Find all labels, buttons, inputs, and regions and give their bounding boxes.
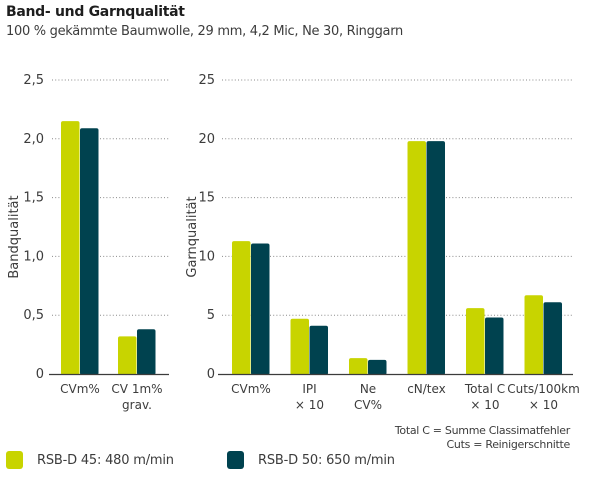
garn-y-axis-label: Garnqualität bbox=[185, 196, 200, 277]
garn-category-label: IPI bbox=[302, 382, 316, 396]
garn-category-label: cN/tex bbox=[407, 382, 446, 396]
garn-y-tick-label: 10 bbox=[198, 249, 215, 264]
garn-y-tick-label: 20 bbox=[198, 132, 215, 147]
band-category-label: CVm% bbox=[60, 382, 100, 396]
band-y-tick-label: 2,0 bbox=[23, 132, 44, 147]
garn-bar-rsb-d-45 bbox=[466, 308, 485, 375]
garn-bar-rsb-d-50 bbox=[368, 359, 387, 375]
band-category-label: CV 1m% bbox=[111, 382, 162, 396]
band-bar-rsb-d-50 bbox=[80, 128, 99, 375]
garn-bar-rsb-d-45 bbox=[407, 141, 426, 375]
note-cuts: Cuts = Reinigerschnitte bbox=[446, 438, 571, 451]
garn-bar-rsb-d-50 bbox=[485, 317, 504, 375]
garn-bar-rsb-d-50 bbox=[543, 302, 562, 375]
garn-category-label: Total C bbox=[464, 382, 505, 396]
band-y-tick-label: 0 bbox=[36, 367, 44, 382]
garn-category-label: Cuts/100km bbox=[507, 382, 580, 396]
band-y-tick-label: 2,5 bbox=[23, 73, 44, 88]
garn-y-tick-label: 15 bbox=[198, 191, 215, 206]
garn-category-label: CV% bbox=[354, 398, 382, 412]
band-y-tick-label: 1,0 bbox=[23, 249, 44, 264]
garn-y-tick-label: 0 bbox=[207, 367, 215, 382]
chart-canvas: 0 0,5 1,0 1,5 2,0 2,5 CVm% CV 1m% grav. Bandquali… bbox=[7, 73, 580, 412]
garn-bar-rsb-d-50 bbox=[309, 325, 328, 375]
band-y-tick-label: 0,5 bbox=[23, 308, 44, 323]
legend-label-rsb-d-45: RSB-D 45: 480 m/min bbox=[37, 452, 174, 468]
chart-subtitle: 100 % gekämmte Baumwolle, 29 mm, 4,2 Mic… bbox=[6, 24, 403, 39]
garn-bar-rsb-d-45 bbox=[290, 318, 309, 375]
band-bar-rsb-d-45 bbox=[118, 336, 137, 375]
legend-label-rsb-d-50: RSB-D 50: 650 m/min bbox=[258, 452, 395, 468]
garn-bar-rsb-d-50 bbox=[251, 243, 270, 375]
legend-item-rsb-d-45: RSB-D 45: 480 m/min bbox=[6, 451, 174, 469]
band-bar-rsb-d-50 bbox=[137, 329, 156, 375]
garn-bar-rsb-d-45 bbox=[524, 295, 543, 375]
garn-y-tick-label: 25 bbox=[198, 73, 215, 88]
legend-swatch-rsb-d-45 bbox=[6, 451, 23, 469]
legend-swatch-rsb-d-50 bbox=[227, 451, 244, 469]
band-category-label: grav. bbox=[122, 398, 152, 412]
band-y-axis-label: Bandqualität bbox=[7, 195, 22, 278]
garn-bar-rsb-d-50 bbox=[426, 141, 445, 375]
garn-category-label: Ne bbox=[360, 382, 376, 396]
garn-bar-rsb-d-45 bbox=[349, 358, 368, 375]
chart-title: Band- und Garnqualität bbox=[6, 4, 185, 20]
garn-y-tick-label: 5 bbox=[207, 308, 215, 323]
garn-bar-rsb-d-45 bbox=[232, 241, 251, 375]
garn-category-label: × 10 bbox=[529, 398, 558, 412]
garn-category-label: × 10 bbox=[470, 398, 499, 412]
legend-item-rsb-d-50: RSB-D 50: 650 m/min bbox=[227, 451, 395, 469]
garn-category-label: CVm% bbox=[231, 382, 271, 396]
note-total-c: Total C = Summe Classimatfehler bbox=[394, 424, 570, 437]
garn-category-label: × 10 bbox=[295, 398, 324, 412]
band-bar-rsb-d-45 bbox=[61, 121, 80, 375]
band-y-tick-label: 1,5 bbox=[23, 191, 44, 206]
